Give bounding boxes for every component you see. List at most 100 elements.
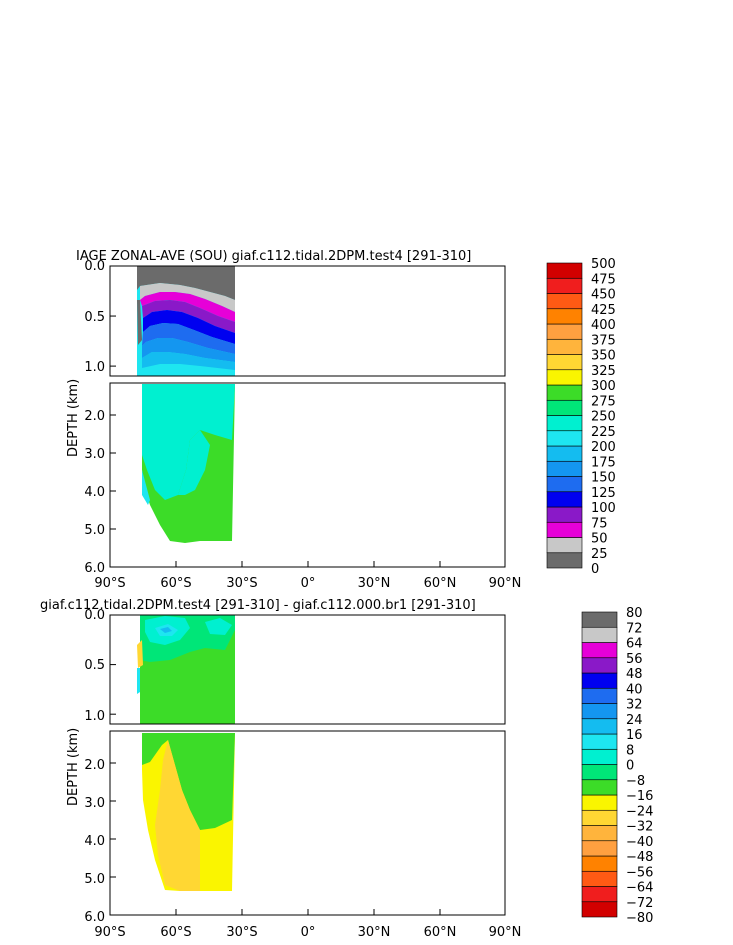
colorbar-swatch <box>546 277 583 294</box>
colorbar-swatch <box>581 870 618 887</box>
colorbar-label: 400 <box>591 318 616 333</box>
y-axis-label: DEPTH (km) <box>66 728 81 806</box>
colorbar-swatch <box>581 840 618 857</box>
colorbar-label: 150 <box>591 471 616 486</box>
colorbar-label: 350 <box>591 349 616 364</box>
colorbar-label: 8 <box>626 743 634 758</box>
colorbar-label: 24 <box>626 713 643 728</box>
colorbar-swatch <box>546 415 583 432</box>
colorbar-label: 48 <box>626 667 643 682</box>
colorbar-label: −72 <box>626 896 653 911</box>
x-tick: 30°N <box>358 925 391 940</box>
colorbar-swatch <box>581 809 618 826</box>
colorbar-swatch <box>581 672 618 689</box>
panel-bottom: giaf.c112.tidal.2DPM.test4 [291-310] - g… <box>40 598 653 940</box>
colorbar-swatch <box>581 657 618 674</box>
colorbar-label: 325 <box>591 364 616 379</box>
colorbar-label: −80 <box>626 911 653 926</box>
colorbar-swatch <box>546 460 583 477</box>
colorbar-label: 475 <box>591 272 616 287</box>
colorbar-label: 64 <box>626 637 643 652</box>
colorbar-swatch <box>546 338 583 355</box>
y-tick: 5.0 <box>84 523 105 538</box>
colorbar-swatch <box>546 369 583 386</box>
x-tick: 60°S <box>160 925 191 940</box>
panel-top: IAGE ZONAL-AVE (SOU) giaf.c112.tidal.2DP… <box>66 249 616 591</box>
colorbar-swatch <box>546 384 583 401</box>
y-tick: 3.0 <box>84 447 105 462</box>
panel-bottom-title: giaf.c112.tidal.2DPM.test4 [291-310] - g… <box>40 598 476 613</box>
colorbar-swatch <box>546 521 583 538</box>
colorbar-swatch <box>546 323 583 340</box>
colorbar-swatch <box>581 825 618 842</box>
colorbar-swatch <box>581 733 618 750</box>
colorbar-swatch <box>546 430 583 447</box>
colorbar-label: 16 <box>626 728 643 743</box>
y-tick: 1.0 <box>84 360 105 375</box>
colorbar-label: 80 <box>626 606 643 621</box>
y-tick: 2.0 <box>84 758 105 773</box>
colorbar-label: −24 <box>626 804 653 819</box>
colorbar-bottom: 80726456484032241680−8−16−24−32−40−48−56… <box>581 606 653 926</box>
colorbar-swatch <box>581 611 618 628</box>
colorbar-label: 125 <box>591 486 616 501</box>
colorbar-label: 72 <box>626 621 643 636</box>
y-tick: 0.0 <box>84 608 105 623</box>
colorbar-swatch <box>546 476 583 493</box>
x-tick: 30°S <box>226 925 257 940</box>
y-tick: 0.5 <box>84 310 105 325</box>
colorbar-label: 500 <box>591 257 616 272</box>
colorbar-label: −8 <box>626 774 645 789</box>
x-tick: 90°N <box>489 925 522 940</box>
colorbar-label: 0 <box>626 759 634 774</box>
colorbar-label: 450 <box>591 288 616 303</box>
colorbar-label: 50 <box>591 532 608 547</box>
colorbar-label: −16 <box>626 789 653 804</box>
y-tick: 0.5 <box>84 658 105 673</box>
y-tick: 3.0 <box>84 796 105 811</box>
x-tick: 90°N <box>489 576 522 591</box>
x-tick: 60°S <box>160 576 191 591</box>
colorbar-swatch <box>546 293 583 310</box>
colorbar-swatch <box>546 445 583 462</box>
colorbar-label: −40 <box>626 835 653 850</box>
colorbar-label: 300 <box>591 379 616 394</box>
y-tick: 4.0 <box>84 485 105 500</box>
y-tick: 6.0 <box>84 561 105 576</box>
colorbar-label: −48 <box>626 850 653 865</box>
x-tick: 60°N <box>424 925 457 940</box>
colorbar-label: 250 <box>591 410 616 425</box>
colorbar-label: 56 <box>626 652 643 667</box>
colorbar-swatch <box>581 779 618 796</box>
panel-top-ticks <box>109 265 506 568</box>
colorbar-swatch <box>581 642 618 659</box>
colorbar-swatch <box>581 718 618 735</box>
colorbar-label: 425 <box>591 303 616 318</box>
y-tick: 5.0 <box>84 872 105 887</box>
colorbar-label: −64 <box>626 881 653 896</box>
colorbar-swatch <box>546 506 583 523</box>
x-tick: 90°S <box>94 576 125 591</box>
colorbar-label: 40 <box>626 682 643 697</box>
y-tick: 6.0 <box>84 910 105 925</box>
panel-bottom-ticks <box>109 614 506 916</box>
colorbar-swatch <box>581 901 618 918</box>
colorbar-swatch <box>546 537 583 554</box>
colorbar-swatch <box>581 703 618 720</box>
colorbar-swatch <box>581 855 618 872</box>
colorbar-label: 25 <box>591 547 608 562</box>
colorbar-label: 275 <box>591 394 616 409</box>
colorbar-label: 100 <box>591 501 616 516</box>
colorbar-label: −56 <box>626 865 653 880</box>
colorbar-swatch <box>546 552 583 569</box>
colorbar-label: 225 <box>591 425 616 440</box>
colorbar-label: 200 <box>591 440 616 455</box>
colorbar-swatch <box>546 308 583 325</box>
colorbar-label: 75 <box>591 516 608 531</box>
x-tick: 30°N <box>358 576 391 591</box>
colorbar-swatch <box>546 491 583 508</box>
y-tick: 0.0 <box>84 259 105 274</box>
colorbar-label: 175 <box>591 455 616 470</box>
colorbar-label: −32 <box>626 820 653 835</box>
y-tick: 2.0 <box>84 409 105 424</box>
